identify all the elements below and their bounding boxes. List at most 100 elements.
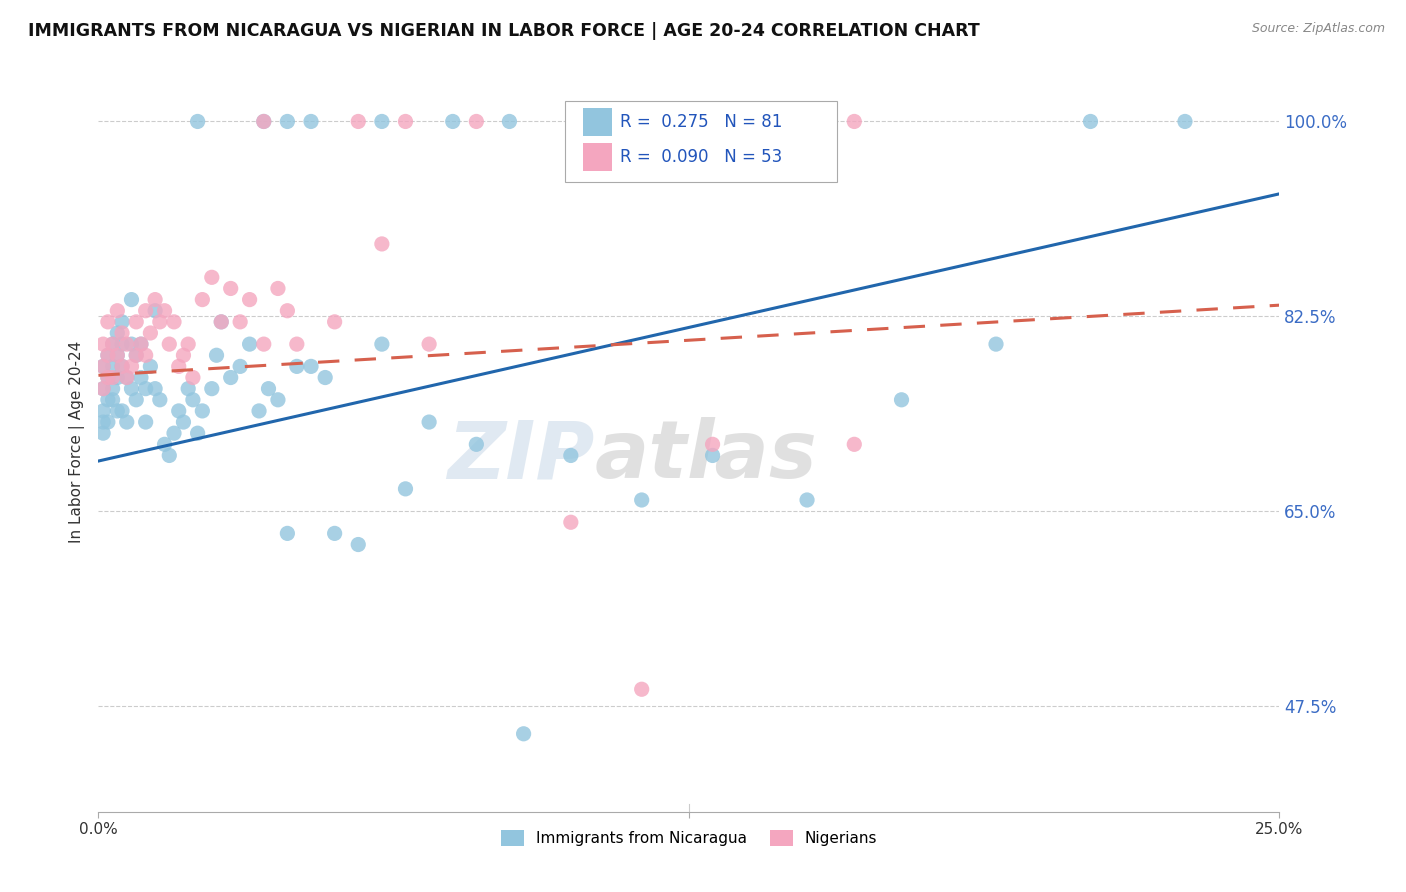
Point (253, 114, 276, 128)
Point (239, 337, 262, 351)
Point (97, 370, 120, 384)
Point (844, 114, 866, 128)
Point (172, 348, 194, 362)
Point (465, 114, 488, 128)
Point (347, 114, 370, 128)
Point (702, 114, 724, 128)
Point (101, 337, 124, 351)
Point (135, 415, 157, 429)
Point (111, 337, 134, 351)
Point (191, 404, 214, 418)
Point (441, 114, 464, 128)
Point (512, 727, 534, 741)
Point (201, 382, 224, 396)
Point (115, 370, 138, 384)
Point (105, 348, 128, 362)
Point (105, 348, 128, 362)
Point (115, 337, 138, 351)
Point (125, 315, 148, 329)
Point (253, 337, 276, 351)
Point (465, 437, 488, 451)
Point (105, 303, 128, 318)
Point (91, 337, 114, 351)
Point (267, 392, 290, 407)
Point (702, 437, 724, 451)
Y-axis label: In Labor Force | Age 20-24: In Labor Force | Age 20-24 (69, 341, 84, 542)
Point (163, 426, 186, 441)
Point (167, 359, 190, 374)
Point (139, 326, 162, 340)
Point (702, 449, 724, 463)
Point (139, 359, 162, 374)
Point (105, 370, 128, 384)
Point (149, 315, 172, 329)
Point (121, 293, 143, 307)
Point (115, 370, 138, 384)
Point (129, 337, 152, 351)
Point (97, 348, 120, 362)
Point (177, 337, 200, 351)
Point (219, 370, 242, 384)
Legend: Immigrants from Nicaragua, Nigerians: Immigrants from Nicaragua, Nigerians (495, 824, 883, 852)
Point (91, 426, 114, 441)
Point (285, 337, 308, 351)
Point (984, 337, 1007, 351)
Point (299, 114, 322, 128)
Point (181, 392, 204, 407)
Point (560, 515, 582, 529)
Point (323, 315, 346, 329)
Point (257, 382, 280, 396)
Point (191, 293, 214, 307)
Point (181, 370, 204, 384)
Point (135, 303, 157, 318)
Point (91, 404, 114, 418)
Point (125, 348, 148, 362)
Point (229, 315, 252, 329)
Point (177, 382, 200, 396)
Point (111, 404, 134, 418)
Point (654, 114, 676, 128)
Point (97, 315, 120, 329)
Point (209, 315, 232, 329)
FancyBboxPatch shape (565, 101, 837, 183)
Point (247, 404, 270, 418)
Point (498, 114, 520, 128)
Point (890, 392, 912, 407)
Text: Source: ZipAtlas.com: Source: ZipAtlas.com (1251, 22, 1385, 36)
Point (157, 449, 180, 463)
Point (267, 281, 290, 295)
Point (111, 315, 134, 329)
Point (143, 293, 166, 307)
Point (91, 382, 114, 396)
Point (91, 359, 114, 374)
Point (172, 415, 194, 429)
Point (299, 359, 322, 374)
Point (101, 370, 124, 384)
Point (276, 303, 298, 318)
Point (187, 114, 209, 128)
Point (285, 359, 308, 374)
Text: atlas: atlas (595, 417, 817, 495)
Point (135, 382, 157, 396)
Point (91, 359, 114, 374)
Point (187, 426, 209, 441)
Bar (582, 108, 612, 136)
Point (105, 404, 128, 418)
Point (149, 392, 172, 407)
Point (143, 382, 166, 396)
Point (239, 293, 262, 307)
Point (371, 236, 394, 251)
Point (276, 526, 298, 541)
Point (163, 315, 186, 329)
Point (121, 359, 143, 374)
Point (97, 392, 120, 407)
Point (371, 114, 394, 128)
Point (97, 348, 120, 362)
Point (371, 337, 394, 351)
Point (101, 337, 124, 351)
Point (115, 415, 138, 429)
Point (121, 337, 143, 351)
Point (105, 326, 128, 340)
Point (135, 348, 157, 362)
Point (219, 281, 242, 295)
